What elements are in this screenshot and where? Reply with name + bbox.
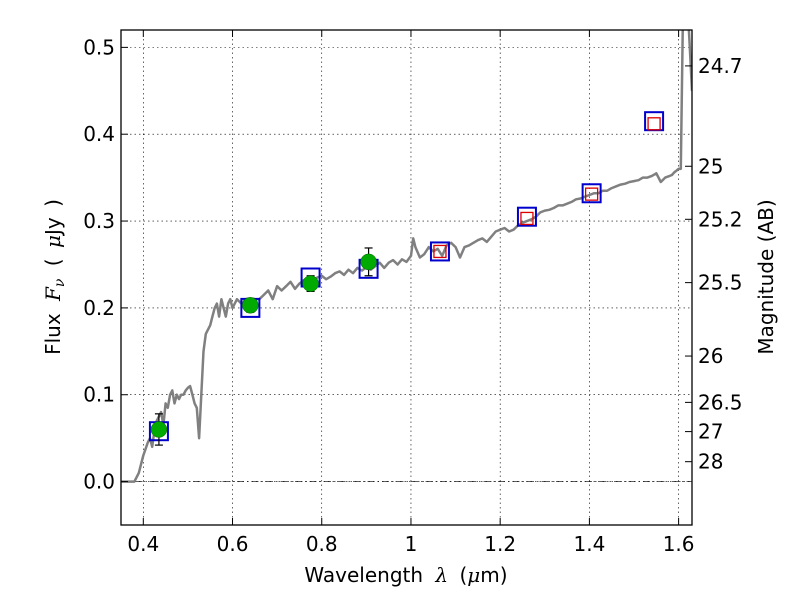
y2-tick-label: 26.5 xyxy=(698,390,743,414)
y2-axis-title: Magnitude (AB) xyxy=(754,199,778,354)
observed-flux-point xyxy=(360,253,377,271)
y2-tick-label: 25.5 xyxy=(698,271,743,295)
model-flux-square xyxy=(516,206,537,227)
observed-flux-point xyxy=(242,297,259,314)
y-tick-label: 0.5 xyxy=(83,35,115,59)
model-flux-square xyxy=(429,241,450,262)
x-tick-label: 0.6 xyxy=(217,532,249,556)
grid xyxy=(121,30,692,525)
y2-axis: 24.7 25 25.2 25.5 26 26.5 27 28 xyxy=(685,54,743,474)
y-axis: 0.0 0.1 0.2 0.3 0.4 0.5 xyxy=(83,35,128,494)
y-tick-label: 0.2 xyxy=(83,296,115,320)
upper-limit-square xyxy=(584,187,599,201)
x-tick-label: 1.6 xyxy=(663,532,695,556)
y2-tick-label: 24.7 xyxy=(698,54,743,78)
y2-tick-label: 28 xyxy=(698,450,723,474)
plot-frame xyxy=(120,29,693,526)
template-spectrum-line xyxy=(121,30,692,483)
upper-limit-square xyxy=(433,244,447,259)
y2-tick-label: 25.2 xyxy=(698,207,743,231)
x-axis: 0.4 0.6 0.8 1 1.2 1.4 1.6 xyxy=(127,30,695,556)
x-tick-label: 1.2 xyxy=(484,532,516,556)
x-tick-label: 0.4 xyxy=(127,532,159,556)
y-tick-label: 0.0 xyxy=(83,470,115,494)
x-tick-label: 1 xyxy=(405,532,418,556)
x-tick-label: 0.8 xyxy=(306,532,338,556)
y-tick-label: 0.4 xyxy=(83,122,115,146)
y2-tick-label: 25 xyxy=(698,154,723,178)
marker-layer xyxy=(148,111,665,446)
y-tick-label: 0.3 xyxy=(83,209,115,233)
model-flux-square xyxy=(581,183,602,204)
x-tick-label: 1.4 xyxy=(573,532,605,556)
y2-tick-label: 26 xyxy=(698,344,723,368)
plot-area xyxy=(121,30,692,483)
observed-flux-point xyxy=(150,421,168,438)
y-tick-label: 0.1 xyxy=(83,383,115,407)
observed-flux-point xyxy=(302,275,319,292)
upper-limit-square xyxy=(647,117,661,131)
y2-tick-label: 27 xyxy=(698,420,723,444)
x-axis-title: Wavelength λ (μm) xyxy=(304,563,507,587)
upper-limit-square xyxy=(520,211,534,226)
y-axis-title: Flux Fν ( μJy ) xyxy=(41,199,69,355)
